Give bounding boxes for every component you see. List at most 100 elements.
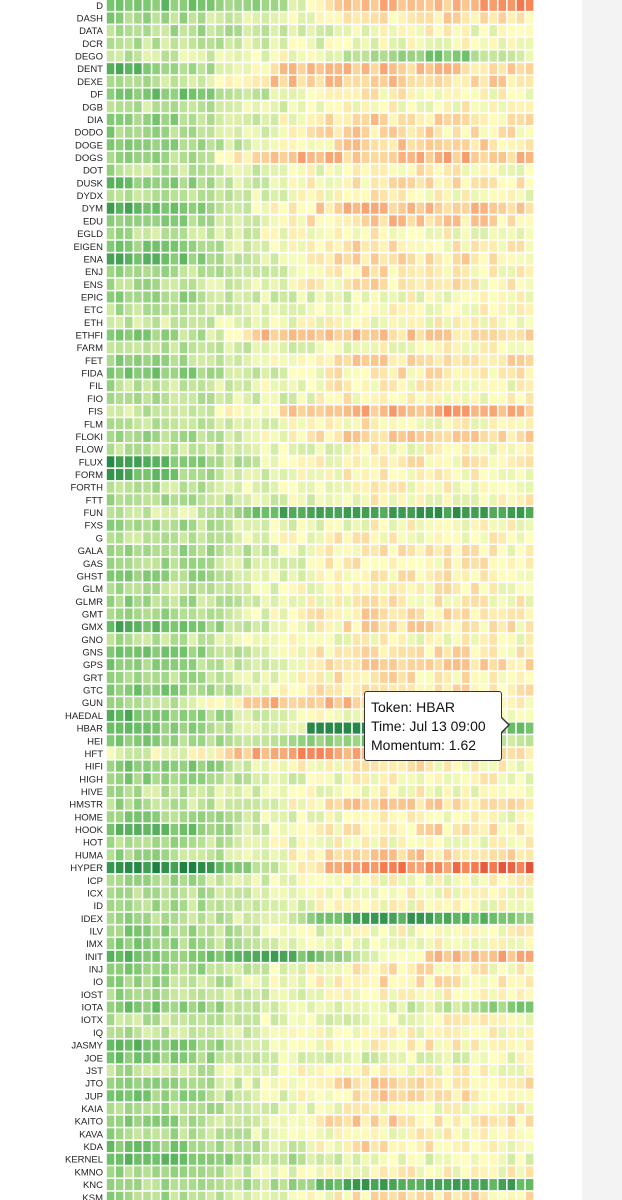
heatmap-cell[interactable] [289, 75, 297, 87]
heatmap-cell[interactable] [425, 900, 434, 912]
heatmap-cell[interactable] [480, 1014, 488, 1026]
heatmap-cell[interactable] [170, 1001, 179, 1013]
heatmap-cell[interactable] [462, 633, 470, 645]
heatmap-cell[interactable] [170, 253, 179, 265]
heatmap-cell[interactable] [197, 671, 206, 683]
heatmap-cell[interactable] [471, 950, 479, 962]
heatmap-cell[interactable] [316, 456, 324, 468]
heatmap-cell[interactable] [325, 1128, 333, 1140]
heatmap-cell[interactable] [279, 380, 288, 392]
heatmap-cell[interactable] [298, 468, 306, 481]
heatmap-cell[interactable] [115, 12, 124, 24]
heatmap-cell[interactable] [525, 1064, 534, 1076]
heatmap-cell[interactable] [289, 291, 297, 303]
heatmap-cell[interactable] [179, 354, 188, 366]
heatmap-cell[interactable] [416, 1001, 425, 1013]
heatmap-cell[interactable] [216, 354, 224, 366]
heatmap-cell[interactable] [225, 0, 233, 11]
heatmap-cell[interactable] [389, 291, 397, 303]
heatmap-cell[interactable] [480, 1039, 488, 1051]
heatmap-cell[interactable] [462, 836, 470, 848]
heatmap-cell[interactable] [370, 215, 379, 227]
heatmap-cell[interactable] [298, 773, 306, 785]
heatmap-cell[interactable] [480, 1026, 488, 1038]
heatmap-cell[interactable] [389, 253, 397, 265]
heatmap-cell[interactable] [380, 278, 388, 290]
heatmap-cell[interactable] [525, 1026, 534, 1038]
heatmap-cell[interactable] [525, 938, 534, 950]
heatmap-cell[interactable] [380, 849, 388, 861]
heatmap-cell[interactable] [270, 684, 279, 696]
heatmap-cell[interactable] [380, 545, 388, 557]
heatmap-cell[interactable] [434, 1115, 443, 1127]
heatmap-cell[interactable] [325, 1064, 333, 1076]
heatmap-cell[interactable] [261, 202, 270, 214]
heatmap-cell[interactable] [462, 354, 470, 366]
heatmap-cell[interactable] [188, 443, 197, 455]
heatmap-cell[interactable] [261, 25, 270, 37]
heatmap-cell[interactable] [325, 735, 333, 747]
heatmap-cell[interactable] [343, 101, 352, 113]
heatmap-cell[interactable] [525, 519, 534, 531]
heatmap-cell[interactable] [452, 164, 461, 176]
heatmap-cell[interactable] [370, 240, 379, 252]
heatmap-cell[interactable] [489, 912, 497, 924]
heatmap-cell[interactable] [197, 1153, 206, 1165]
heatmap-cell[interactable] [516, 63, 525, 75]
heatmap-cell[interactable] [161, 938, 169, 950]
heatmap-cell[interactable] [316, 177, 324, 189]
heatmap-cell[interactable] [179, 519, 188, 531]
heatmap-cell[interactable] [179, 151, 188, 164]
heatmap-cell[interactable] [316, 976, 324, 988]
heatmap-cell[interactable] [179, 367, 188, 379]
heatmap-cell[interactable] [252, 113, 261, 125]
heatmap-cell[interactable] [188, 88, 197, 100]
heatmap-cell[interactable] [143, 481, 151, 493]
heatmap-cell[interactable] [252, 532, 261, 544]
heatmap-cell[interactable] [307, 88, 315, 100]
heatmap-cell[interactable] [289, 151, 297, 164]
heatmap-cell[interactable] [207, 671, 215, 683]
heatmap-cell[interactable] [407, 266, 415, 278]
heatmap-cell[interactable] [170, 836, 179, 848]
heatmap-cell[interactable] [416, 12, 425, 24]
heatmap-cell[interactable] [480, 367, 488, 379]
heatmap-cell[interactable] [152, 900, 160, 912]
heatmap-cell[interactable] [325, 938, 333, 950]
heatmap-cell[interactable] [225, 291, 233, 303]
heatmap-cell[interactable] [407, 1128, 415, 1140]
heatmap-cell[interactable] [106, 811, 115, 823]
heatmap-cell[interactable] [489, 1090, 497, 1102]
heatmap-cell[interactable] [489, 1115, 497, 1127]
heatmap-cell[interactable] [316, 925, 324, 937]
heatmap-cell[interactable] [134, 1064, 142, 1076]
heatmap-cell[interactable] [498, 380, 507, 392]
heatmap-cell[interactable] [106, 557, 115, 569]
heatmap-cell[interactable] [407, 418, 415, 430]
heatmap-cell[interactable] [452, 824, 461, 836]
heatmap-cell[interactable] [343, 595, 352, 607]
heatmap-cell[interactable] [480, 50, 488, 62]
heatmap-cell[interactable] [134, 291, 142, 303]
heatmap-cell[interactable] [307, 709, 315, 721]
heatmap-cell[interactable] [161, 329, 169, 341]
heatmap-cell[interactable] [525, 392, 534, 404]
heatmap-cell[interactable] [398, 253, 406, 265]
heatmap-cell[interactable] [389, 912, 397, 924]
heatmap-cell[interactable] [380, 1115, 388, 1127]
heatmap-cell[interactable] [443, 126, 452, 138]
heatmap-cell[interactable] [316, 164, 324, 176]
heatmap-cell[interactable] [516, 177, 525, 189]
heatmap-cell[interactable] [334, 329, 343, 341]
heatmap-cell[interactable] [452, 1141, 461, 1153]
heatmap-cell[interactable] [389, 354, 397, 366]
heatmap-cell[interactable] [389, 215, 397, 227]
heatmap-cell[interactable] [270, 1179, 279, 1191]
heatmap-cell[interactable] [334, 88, 343, 100]
heatmap-cell[interactable] [316, 240, 324, 252]
heatmap-cell[interactable] [325, 659, 333, 671]
heatmap-cell[interactable] [307, 253, 315, 265]
heatmap-cell[interactable] [352, 684, 361, 696]
heatmap-cell[interactable] [216, 709, 224, 721]
heatmap-cell[interactable] [197, 151, 206, 164]
